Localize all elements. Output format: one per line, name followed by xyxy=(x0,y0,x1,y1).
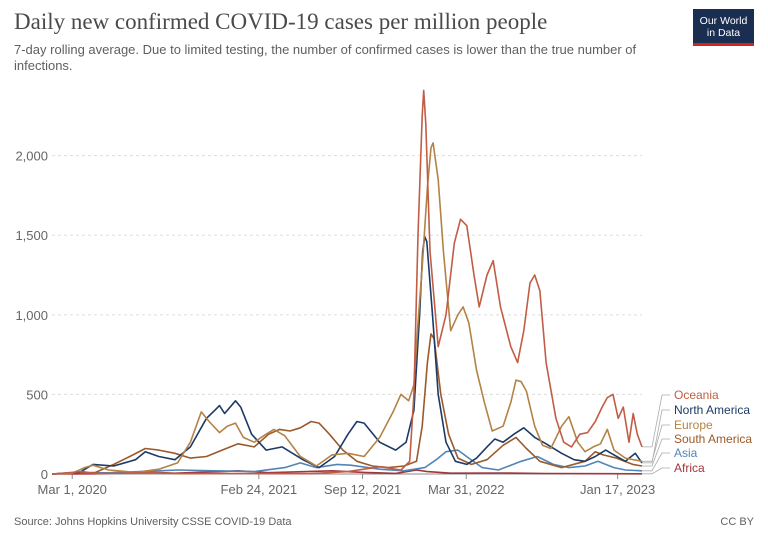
series-line-oceania xyxy=(51,89,643,475)
logo-accent-bar xyxy=(693,43,754,46)
chart-title: Daily new confirmed COVID-19 cases per m… xyxy=(14,9,548,34)
legend-label-south-america: South America xyxy=(674,432,752,446)
x-tick-label: Mar 1, 2020 xyxy=(38,482,107,497)
legend-connector-oceania xyxy=(642,394,670,448)
legend-label-north-america: North America xyxy=(674,403,750,417)
series-line-europe xyxy=(51,142,643,475)
legend-label-asia: Asia xyxy=(674,446,698,460)
legend-connector-asia xyxy=(642,452,670,472)
series-lines xyxy=(51,89,643,475)
logo-line-2: in Data xyxy=(706,27,741,39)
legend-label-oceania: Oceania xyxy=(674,388,719,402)
logo-line-1: Our World xyxy=(699,15,748,27)
legend-connector-north-america xyxy=(642,409,670,464)
line-chart: 0 500 1,000 1,500 2,000 Mar 1, 2020 Feb 24, 2… xyxy=(15,89,752,497)
y-tick-label: 1,000 xyxy=(15,308,48,323)
source-note: Source: Johns Hopkins University CSSE CO… xyxy=(14,516,292,528)
y-tick-label: 2,000 xyxy=(15,149,48,164)
owid-logo[interactable]: Our World in Data xyxy=(693,9,754,46)
series-line-north-america xyxy=(51,236,643,475)
x-tick-label: Mar 31, 2022 xyxy=(428,482,505,497)
y-axis-ticks: 0 500 1,000 1,500 2,000 xyxy=(15,149,48,482)
y-tick-label: 0 xyxy=(41,467,48,482)
gridlines xyxy=(52,155,642,475)
x-tick-label: Jan 17, 2023 xyxy=(580,482,655,497)
license-link[interactable]: CC BY xyxy=(720,516,754,528)
legend-connector-europe xyxy=(642,424,670,462)
y-tick-label: 500 xyxy=(26,387,48,402)
y-tick-label: 1,500 xyxy=(15,228,48,243)
x-axis-ticks: Mar 1, 2020 Feb 24, 2021 Sep 12, 2021 Mar 3… xyxy=(38,474,655,497)
legend-label-africa: Africa xyxy=(674,461,705,475)
legend-connector-africa xyxy=(642,467,670,475)
legend-connector-south-america xyxy=(642,438,670,467)
chart-subtitle: 7-day rolling average. Due to limited te… xyxy=(14,42,637,73)
legend-label-europe: Europe xyxy=(674,418,713,432)
x-tick-label: Sep 12, 2021 xyxy=(324,482,401,497)
x-tick-label: Feb 24, 2021 xyxy=(221,482,298,497)
series-line-asia xyxy=(51,449,643,475)
